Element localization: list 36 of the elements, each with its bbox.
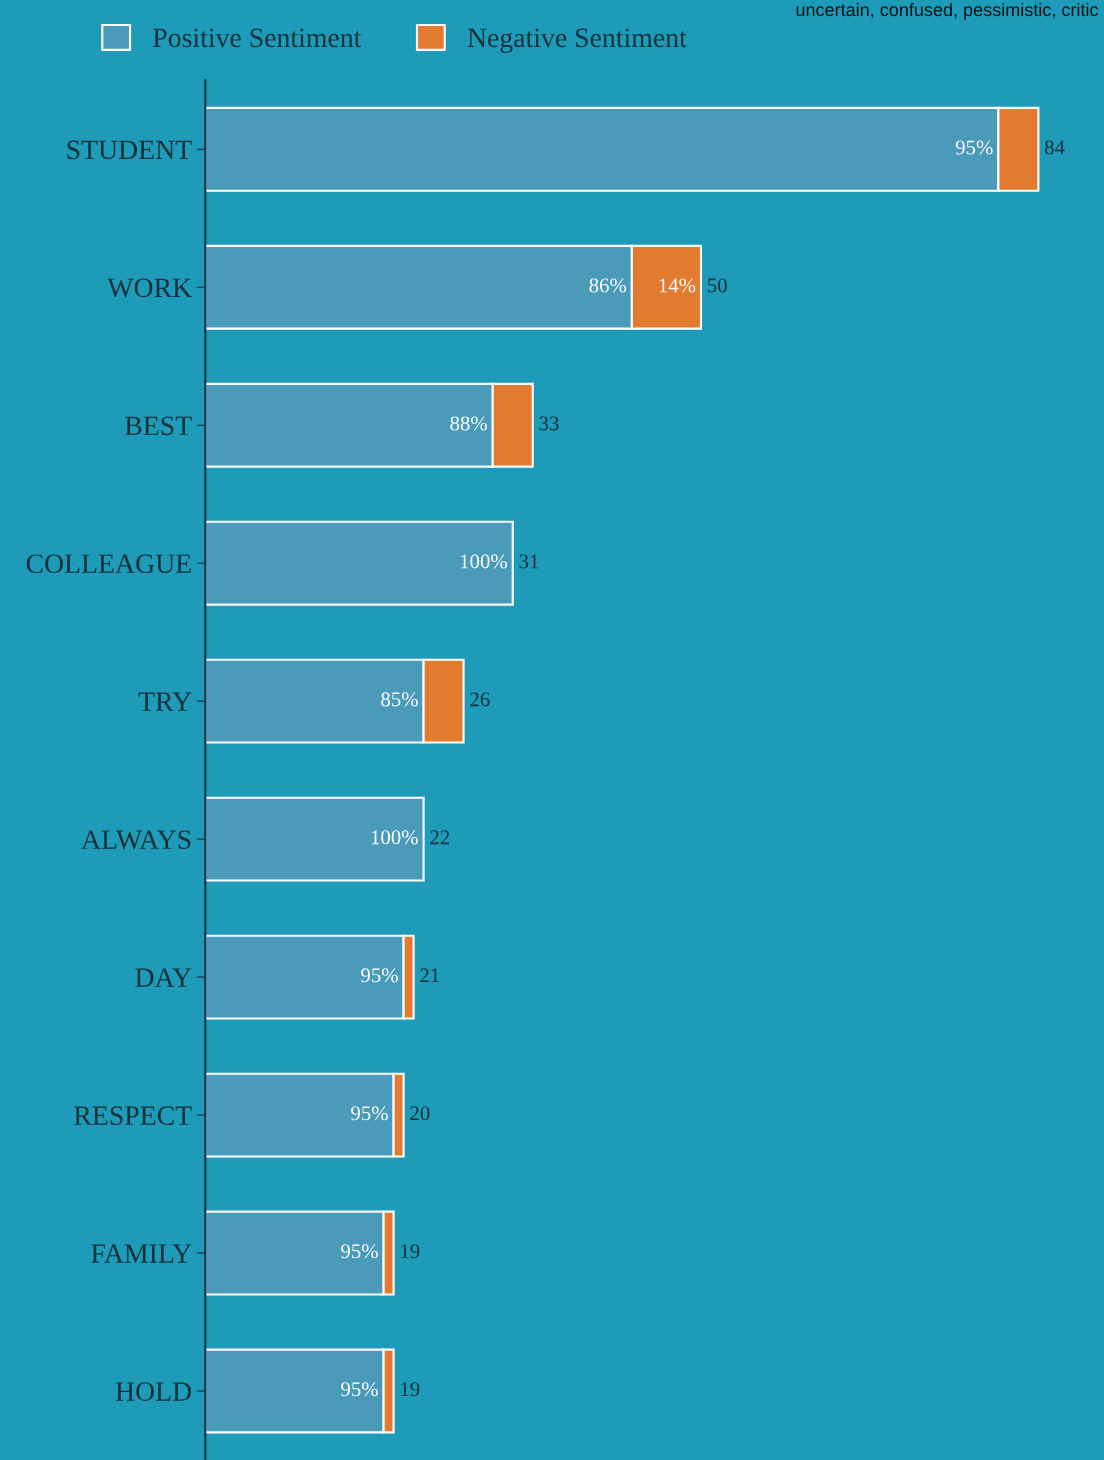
annotation: 95% [341, 1382, 378, 1397]
annotation: 50 [708, 278, 727, 293]
y-tick-label: BEST [125, 416, 192, 436]
annotation: 26 [470, 692, 490, 707]
annotation: 95% [351, 1106, 388, 1121]
annotation: 100% [460, 554, 508, 569]
annotation: 14% [659, 278, 696, 293]
bar [205, 796, 425, 882]
legend-label: Negative Sentiment [467, 28, 687, 53]
annotation: 95% [361, 968, 398, 983]
y-tick-label: TRY [138, 692, 192, 711]
annotation: 19 [401, 1244, 420, 1259]
annotation: 21 [420, 968, 440, 983]
annotation: 100% [371, 830, 418, 845]
annotation: 84 [1044, 140, 1065, 155]
y-tick-label: COLLEAGUE [26, 554, 191, 574]
annotation: 33 [539, 416, 559, 431]
y-tick-label: RESPECT [74, 1106, 192, 1125]
y-tick-label: HOLD [115, 1382, 192, 1401]
bar [205, 520, 514, 606]
annotation: 95% [341, 1244, 378, 1259]
y-tick-label: DAY [135, 968, 192, 987]
annotation: 85% [381, 692, 418, 707]
annotation: 22 [430, 830, 450, 845]
y-tick-label: FAMILY [91, 1244, 192, 1263]
annotation: 86% [589, 278, 627, 293]
y-tick-label: WORK [107, 278, 192, 298]
y-tick-label: ALWAYS [81, 830, 191, 850]
annotation: 31 [519, 554, 539, 569]
legend-label: Positive Sentiment [153, 28, 362, 48]
annotation: 20 [410, 1106, 430, 1121]
annotation: 95% [955, 140, 993, 155]
y-tick-label: STUDENT [67, 140, 192, 160]
annotation: 19 [401, 1382, 420, 1397]
annotation: 88% [450, 416, 488, 431]
text: uncertain, confused, pessimistic, critic [796, 2, 1099, 20]
